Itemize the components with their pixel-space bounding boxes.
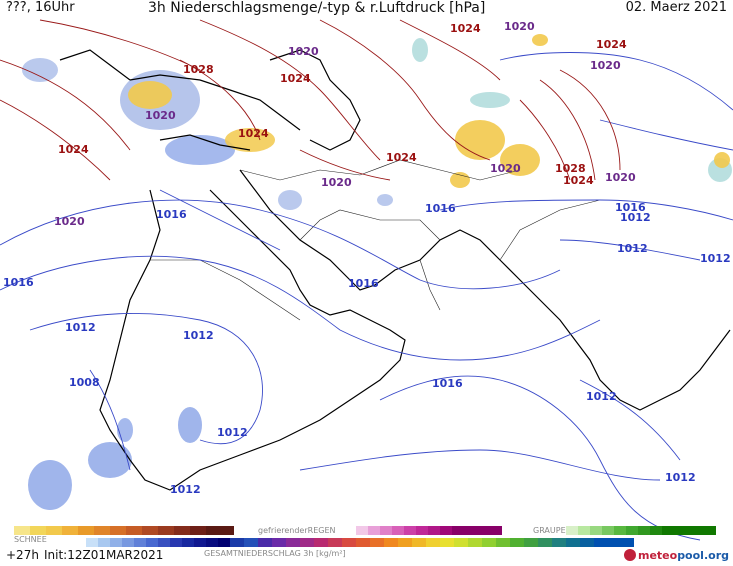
- brand-part-meteo: meteo: [637, 549, 678, 562]
- isobar-label: 1024: [58, 143, 89, 156]
- isobar-label: 1024: [238, 127, 269, 140]
- total-scale-bar: [230, 538, 634, 547]
- precipitation-areas: [22, 34, 732, 510]
- graupel-label: GRAUPEL: [533, 526, 571, 535]
- rain-area: [455, 120, 505, 160]
- brand-part-org: .org: [703, 549, 729, 562]
- isobar-label: 1016: [156, 208, 187, 221]
- isobar-label: 1012: [586, 390, 617, 403]
- map-title: 3h Niederschlagsmenge/-typ & r.Luftdruck…: [148, 0, 486, 16]
- isobars-red: [0, 19, 621, 181]
- isobar-label: 1020: [504, 20, 535, 33]
- isobar-label-bay-of-bengal: 1012: [665, 471, 696, 484]
- isobar-label: 1020: [54, 215, 85, 228]
- isobar-label: 1012: [170, 483, 201, 496]
- snow-area: [412, 38, 428, 62]
- model-init: Init:12Z01MAR2021: [44, 548, 164, 562]
- isobar-label: 1012: [183, 329, 214, 342]
- isobar-label: 1016: [425, 202, 456, 215]
- isobar-label: 1012: [617, 242, 648, 255]
- meteopool-logo[interactable]: meteopool.org: [623, 549, 729, 562]
- snow-label: SCHNEE: [14, 535, 47, 544]
- snow-area: [22, 58, 58, 82]
- legend: gefrierenderREGEN GRAUPEL: [14, 526, 716, 558]
- isobar-label: 1028: [555, 162, 586, 175]
- isobar-label: 1028: [183, 63, 214, 76]
- isobar-label: 1024: [280, 72, 311, 85]
- isobar-label: 1020: [590, 59, 621, 72]
- rain-area: [532, 34, 548, 46]
- isobar-labels: 1024 1020 1024 1028 1020 1024 1024 1020 …: [3, 20, 731, 496]
- rain-area: [714, 152, 730, 168]
- snow-area: [117, 418, 133, 442]
- snow-area: [178, 407, 202, 443]
- isobar-label: 1024: [450, 22, 481, 35]
- isobar-label: 1016: [348, 277, 379, 290]
- graupel-scale-bar: [566, 526, 716, 535]
- snow-area: [28, 460, 72, 510]
- isobar-label: 1012: [620, 211, 651, 224]
- isobars-blue: [0, 52, 733, 541]
- meteopool-icon: [623, 549, 636, 561]
- isobar-label: 1020: [605, 171, 636, 184]
- snow-area: [165, 135, 235, 165]
- forecast-date: 02. Maerz 2021: [625, 0, 727, 15]
- isobar-label: 1012: [700, 252, 731, 265]
- rain-area: [225, 128, 275, 152]
- snow-area: [377, 194, 393, 206]
- snow-area: [88, 442, 132, 478]
- rain-scale-bar: [14, 526, 234, 535]
- isobar-label: 1020: [288, 45, 319, 58]
- isobar-label: 1012: [65, 321, 96, 334]
- isobar-label: 1012: [217, 426, 248, 439]
- rain-area: [450, 172, 470, 188]
- isobar-label: 1020: [490, 162, 521, 175]
- rain-area: [500, 144, 540, 176]
- isobar-label: 1020: [145, 109, 176, 122]
- snow-scale-bar: [86, 538, 230, 547]
- isobar-label: 1016: [615, 201, 646, 214]
- rain-area: [128, 81, 172, 109]
- freezing-rain-label: gefrierenderREGEN: [258, 526, 336, 535]
- isobar-label: 1008: [69, 376, 100, 389]
- coastlines: [59, 49, 731, 491]
- total-precip-label: GESAMTNIEDERSCHLAG 3h [kg/m²]: [204, 549, 346, 558]
- isobar-label: 1020: [321, 176, 352, 189]
- isobar-label: 1024: [596, 38, 627, 51]
- forecast-time: ???, 16Uhr: [6, 0, 75, 15]
- isobar-label: 1016: [3, 276, 34, 289]
- freezing-rain-scale-bar: [356, 526, 502, 535]
- snow-area: [470, 92, 510, 108]
- borders: [150, 159, 601, 321]
- isobar-label: 1024: [386, 151, 417, 164]
- isobar-label-arabian-sea: 1016: [432, 377, 463, 390]
- snow-area: [278, 190, 302, 210]
- isobar-label: 1024: [563, 174, 594, 187]
- forecast-offset: +27h: [6, 548, 39, 562]
- brand-part-pool: pool: [677, 549, 704, 562]
